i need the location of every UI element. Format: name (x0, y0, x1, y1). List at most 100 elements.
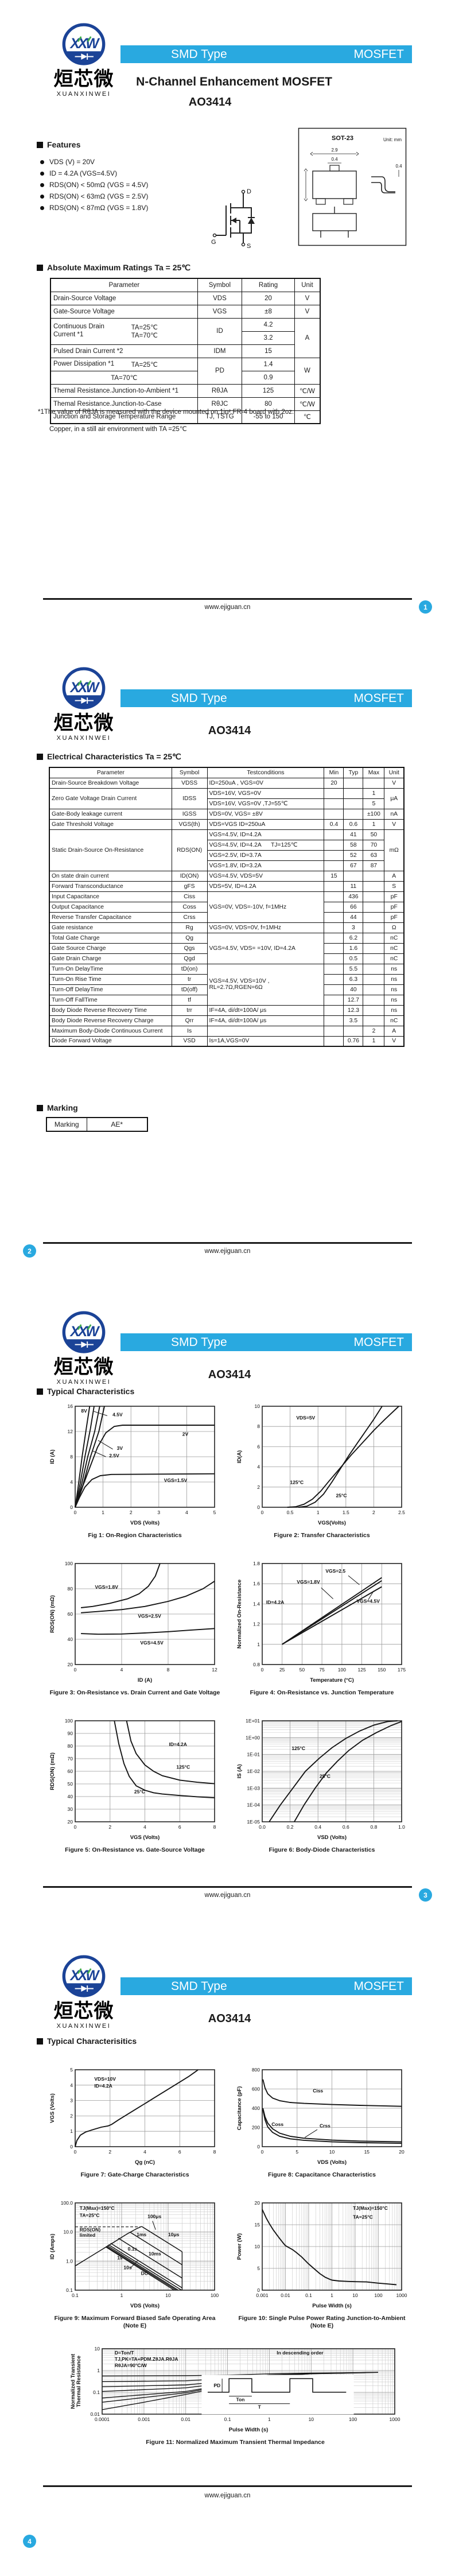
svg-text:5: 5 (257, 2265, 260, 2271)
svg-text:In descending order: In descending order (277, 2350, 324, 2356)
figure-caption: Figure 8: Capacitance Characteristics (268, 2171, 376, 2178)
svg-text:800: 800 (252, 2067, 260, 2073)
table-cell (324, 942, 344, 954)
table-cell: Is=1A,VGS=0V (207, 1035, 325, 1047)
column-header: Rating (242, 278, 295, 292)
svg-text:20: 20 (68, 1819, 73, 1825)
chart-plot: 0 0.5 1 1.5 2 2.5 0 2 4 6 8 10 VDS=5V 125°C 25°C VGS(Vo… (236, 1403, 405, 1526)
svg-text:T: T (258, 2404, 262, 2410)
table-cell: pF (384, 891, 405, 902)
figure-caption: Figure 5: On-Resistance vs. Gate-Source … (65, 1846, 205, 1853)
table-cell: PD (197, 357, 243, 385)
column-header: Testconditions (207, 767, 325, 778)
table-cell (363, 880, 385, 892)
table-cell: 5.5 (343, 963, 364, 975)
table-cell: TA=70℃ (50, 370, 198, 385)
table-cell: Ω (384, 922, 405, 933)
svg-text:ID=4.2A: ID=4.2A (266, 1599, 284, 1605)
svg-text:4: 4 (143, 2149, 146, 2155)
svg-text:VGS=1.5V: VGS=1.5V (164, 1477, 188, 1483)
banner-left-label: SMD Type (171, 47, 227, 61)
svg-text:2: 2 (108, 2149, 111, 2155)
brand-name-en: XUANXINWEI (56, 90, 111, 98)
table-cell: mΩ (384, 829, 405, 871)
svg-text:10s: 10s (123, 2265, 131, 2271)
table-cell: pF (384, 901, 405, 913)
table-cell: 1 (363, 1035, 385, 1047)
table-cell: Gate Threshold Voltage (49, 818, 172, 830)
svg-text:60: 60 (68, 1768, 73, 1774)
chart-plot: 0 25 50 75 100 125 150 175 0.8 1 1.2 1.4 1.6 1.8 VGS=2… (236, 1561, 406, 1683)
svg-text:1: 1 (97, 2368, 100, 2373)
svg-text:0.01: 0.01 (281, 2292, 290, 2298)
svg-text:0.1: 0.1 (305, 2292, 312, 2298)
banner-left-label: SMD Type (171, 1979, 227, 1993)
svg-text:VSD (Volts): VSD (Volts) (317, 1834, 347, 1841)
table-cell: gFS (171, 880, 208, 892)
page-2: XXW 烜芯微 XUANXINWEI SMD Type MOSFET AO341… (0, 644, 455, 1288)
package-drawing: SOT-23 Unit: mm 2.9 0.4 0.4 (298, 127, 407, 249)
brand-logo: XXW 烜芯微 XUANXINWEI (50, 1311, 117, 1386)
table-cell: S (384, 880, 405, 892)
column-header: Symbol (171, 767, 208, 778)
svg-text:RDS(ON) (mΩ): RDS(ON) (mΩ) (49, 1752, 56, 1790)
table-cell: Coss (171, 901, 208, 913)
svg-text:ID (A): ID (A) (138, 1677, 152, 1683)
footer-rule (43, 1242, 412, 1244)
table-cell: VDS=16V, VGS=0V ,TJ=55℃ (207, 798, 325, 809)
svg-text:2.5: 2.5 (398, 1510, 405, 1515)
table-cell: ns (384, 994, 405, 1006)
table-cell: Input Capacitance (49, 891, 172, 902)
svg-text:8: 8 (167, 1667, 170, 1673)
table-cell: VGS=4.5V, VDS=5V (207, 870, 325, 882)
xxw-logo-icon: XXW (50, 667, 117, 712)
table-cell: ns (384, 984, 405, 995)
svg-text:80: 80 (68, 1586, 73, 1592)
svg-text:1.0: 1.0 (66, 2258, 73, 2264)
svg-text:VDS=5V: VDS=5V (296, 1415, 315, 1421)
table-cell: Gate Source Charge (49, 942, 172, 954)
table-cell: Output Capacitance (49, 901, 172, 913)
svg-text:4.5V: 4.5V (112, 1412, 123, 1418)
svg-text:4: 4 (70, 1479, 73, 1485)
features-heading: Features (37, 140, 80, 149)
table-cell (324, 963, 344, 975)
svg-text:ID (Amps): ID (Amps) (49, 2234, 56, 2260)
figure-caption: Figure 4: On-Resistance vs. Junction Tem… (250, 1689, 394, 1696)
svg-text:TA=25°C: TA=25°C (353, 2214, 373, 2220)
svg-text:0.001: 0.001 (138, 2416, 150, 2422)
table-cell: VDS=16V, VGS=0V (207, 787, 325, 799)
svg-text:2: 2 (257, 1484, 260, 1490)
footer-url: www.ejiguan.cn (204, 1248, 251, 1255)
page-3: XXW 烜芯微 XUANXINWEI SMD Type MOSFET AO341… (0, 1288, 455, 1932)
table-cell: A (384, 1025, 405, 1037)
table-cell: RθJA (197, 383, 243, 398)
table-cell: Qrr (171, 1015, 208, 1026)
table-cell: VDS=0V, VGS= ±8V (207, 808, 325, 820)
table-cell: 15 (242, 344, 295, 358)
svg-text:0.1: 0.1 (66, 2287, 73, 2293)
table-cell: Power Dissipation *1 TA=25℃ (50, 357, 198, 371)
column-header: Parameter (49, 767, 172, 778)
table-cell: IDSS (171, 787, 208, 809)
svg-text:5: 5 (70, 2067, 73, 2073)
table-cell: 1.6 (343, 942, 364, 954)
part-number: AO3414 (208, 724, 251, 737)
table-cell: VGS=0V, VDS=-10V, f=1MHz (207, 891, 325, 923)
table-cell: 3.2 (242, 331, 295, 345)
brand-name-en: XUANXINWEI (56, 1378, 111, 1386)
figure-1: 0 1 2 3 4 5 0 4 8 12 16 8V 4.5V 3V 2.5V 2V VGS=1.5V VDS (… (48, 1400, 221, 1539)
xxw-logo-icon: XXW (50, 23, 117, 68)
banner-left-label: SMD Type (171, 1335, 227, 1349)
svg-text:12: 12 (212, 1667, 217, 1673)
svg-text:60: 60 (68, 1611, 73, 1617)
figure-2: 0 0.5 1 1.5 2 2.5 0 2 4 6 8 10 VDS=5V 125°C 25°C VGS(Vo… (235, 1400, 409, 1539)
svg-text:100: 100 (211, 2292, 219, 2298)
table-cell: Static Drain-Source On-Resistance (49, 829, 172, 871)
svg-text:150: 150 (378, 1667, 386, 1673)
table-cell (207, 1025, 325, 1037)
table-cell (363, 1015, 385, 1026)
column-header: Unit (294, 278, 321, 292)
